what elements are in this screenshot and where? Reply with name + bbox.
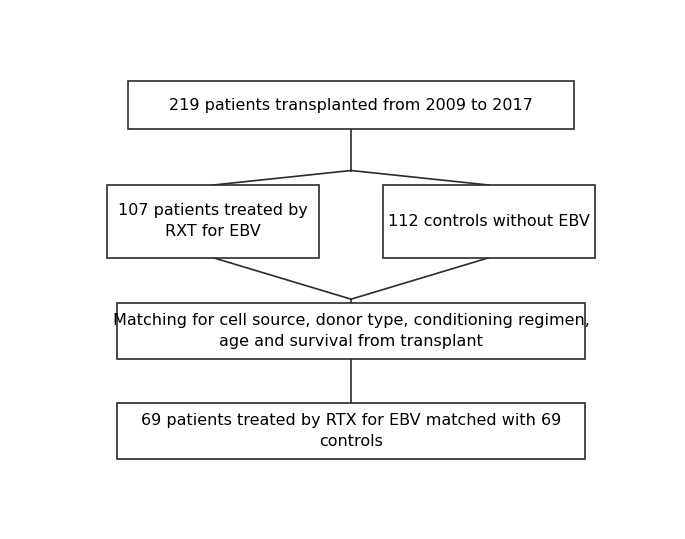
Text: 112 controls without EBV: 112 controls without EBV <box>388 214 590 229</box>
Text: 107 patients treated by
RXT for EBV: 107 patients treated by RXT for EBV <box>118 203 308 239</box>
Bar <box>118 303 584 360</box>
Bar <box>383 185 595 258</box>
Bar <box>118 403 584 459</box>
Text: 219 patients transplanted from 2009 to 2017: 219 patients transplanted from 2009 to 2… <box>169 98 533 113</box>
Text: Matching for cell source, donor type, conditioning regimen,
age and survival fro: Matching for cell source, donor type, co… <box>112 313 590 349</box>
Bar <box>107 185 319 258</box>
Text: 69 patients treated by RTX for EBV matched with 69
controls: 69 patients treated by RTX for EBV match… <box>141 413 561 449</box>
Bar <box>128 81 574 129</box>
